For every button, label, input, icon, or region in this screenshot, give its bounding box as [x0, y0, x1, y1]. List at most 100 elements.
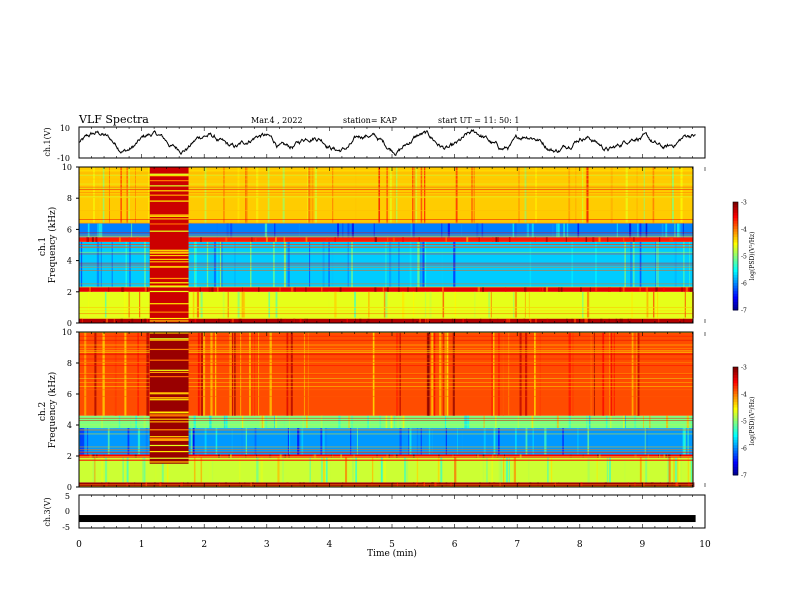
spectrogram-streak	[101, 415, 103, 429]
spectrogram-streak	[624, 241, 626, 288]
spectrogram-streak	[305, 287, 307, 292]
spectrogram-streak	[586, 291, 590, 319]
spectrogram-streak	[431, 428, 433, 455]
spectrogram-streak	[212, 457, 214, 483]
ch1-ytick-bottom: -10	[57, 154, 70, 163]
spectrogram-streak	[534, 237, 536, 242]
spectrogram-streak	[269, 454, 272, 458]
spectrogram-streak	[479, 318, 482, 323]
spectrogram-streak	[128, 291, 130, 319]
spectrogram-streak	[401, 415, 403, 429]
spectrogram-line	[79, 373, 693, 374]
spectrogram-streak	[256, 454, 258, 458]
spectrogram-streak	[643, 415, 644, 429]
spectrogram-streak	[629, 318, 632, 323]
spectrogram-streak	[167, 457, 169, 483]
spectrogram-streak	[148, 237, 151, 242]
spectrogram-streak	[393, 454, 396, 458]
spectrogram-streak	[104, 291, 107, 319]
spectrogram-streak	[347, 241, 349, 288]
spectrogram-line	[79, 378, 693, 380]
spectrogram-burst-line	[149, 185, 189, 187]
colorbar-segment	[733, 256, 738, 260]
spectrogram-line	[79, 335, 693, 337]
spectrogram-streak	[457, 428, 458, 455]
x-tick-label: 1	[139, 540, 145, 550]
colorbar-segment	[733, 445, 738, 449]
spectrogram-streak	[668, 454, 671, 458]
spectrogram-line	[79, 354, 693, 356]
spectrogram-line	[79, 389, 693, 391]
colorbar-segment	[733, 239, 738, 243]
spectrogram-streak	[466, 237, 469, 242]
spectrogram-streak	[337, 223, 339, 238]
spectrogram-streak	[474, 291, 476, 319]
colorbar-segment	[733, 247, 738, 252]
colorbar-segment	[733, 434, 738, 438]
spectrogram-streak	[288, 428, 291, 455]
ytick-label: 8	[67, 194, 72, 203]
spectrogram-streak	[275, 237, 277, 242]
spectrogram-line	[79, 386, 693, 387]
x-axis-label: Time (min)	[367, 548, 417, 559]
spectrogram-streak	[305, 415, 308, 429]
spectrogram-streak	[390, 415, 393, 429]
spectrogram-streak	[639, 223, 642, 238]
spectrogram-streak	[392, 237, 395, 242]
spectrogram-streak	[412, 223, 415, 238]
spectrogram-streak	[98, 223, 102, 238]
spectrogram-streak	[234, 241, 236, 288]
spectrogram-line	[79, 456, 693, 457]
spectrogram-burst-line	[149, 411, 189, 413]
spectrogram-streak	[82, 428, 85, 455]
colorbar-segment	[733, 304, 738, 308]
colorbar-tick-label: -5	[741, 419, 747, 426]
spectrogram-streak	[280, 318, 283, 323]
spectrogram-burst-line	[149, 393, 189, 395]
colorbar-frame	[732, 366, 739, 476]
spectrogram-line	[79, 246, 693, 248]
ch1-ylabel: ch.1(V)	[43, 127, 52, 156]
spectrogram-burst-line	[149, 359, 189, 361]
spectrogram-streak	[412, 454, 415, 458]
spectrogram-burst-line	[149, 214, 189, 216]
spectrogram-streak	[592, 237, 595, 242]
colorbar-segment	[733, 261, 738, 265]
spectrogram-streak	[287, 428, 290, 455]
spectrogram-streak	[680, 457, 682, 483]
spectrogram-streak	[320, 457, 323, 483]
spectrogram-streak	[351, 415, 354, 429]
spectrogram-line	[79, 221, 693, 223]
spectrogram-streak	[190, 428, 193, 455]
spectrogram-streak	[677, 223, 680, 238]
ytick-label: 10	[62, 328, 72, 337]
ch2-spectrogram-frame	[78, 331, 694, 488]
x-tick-label: 10	[699, 540, 711, 550]
spectrogram-streak	[284, 454, 287, 458]
spectrogram-streak	[122, 287, 125, 292]
spectrogram-line	[79, 484, 693, 485]
spectrogram-streak	[144, 241, 146, 288]
spectrogram-line	[79, 313, 693, 315]
spectrogram-line	[79, 253, 693, 255]
colorbar-segment	[733, 407, 738, 411]
spectrogram-streak	[505, 287, 507, 292]
spectrogram-streak	[422, 241, 425, 288]
spectrogram-streak	[674, 241, 677, 288]
spectrogram-line	[79, 451, 693, 453]
spectrogram-streak	[371, 457, 374, 483]
spectrogram-streak	[213, 241, 217, 288]
spectrogram-line	[79, 222, 693, 224]
spectrogram-streak	[544, 428, 547, 455]
spectrogram-line	[79, 196, 693, 198]
spectrogram-streak	[200, 457, 203, 483]
spectrogram-streak	[476, 223, 479, 238]
spectrogram-streak	[532, 428, 534, 455]
spectrogram-streak	[461, 428, 463, 455]
spectrogram-streak	[582, 291, 584, 319]
spectrogram-streak	[265, 237, 268, 242]
colorbar-segment	[733, 469, 738, 473]
ch2-spectrogram-ylabel-channel: ch.2	[38, 402, 48, 421]
spectrogram-streak	[279, 287, 281, 292]
